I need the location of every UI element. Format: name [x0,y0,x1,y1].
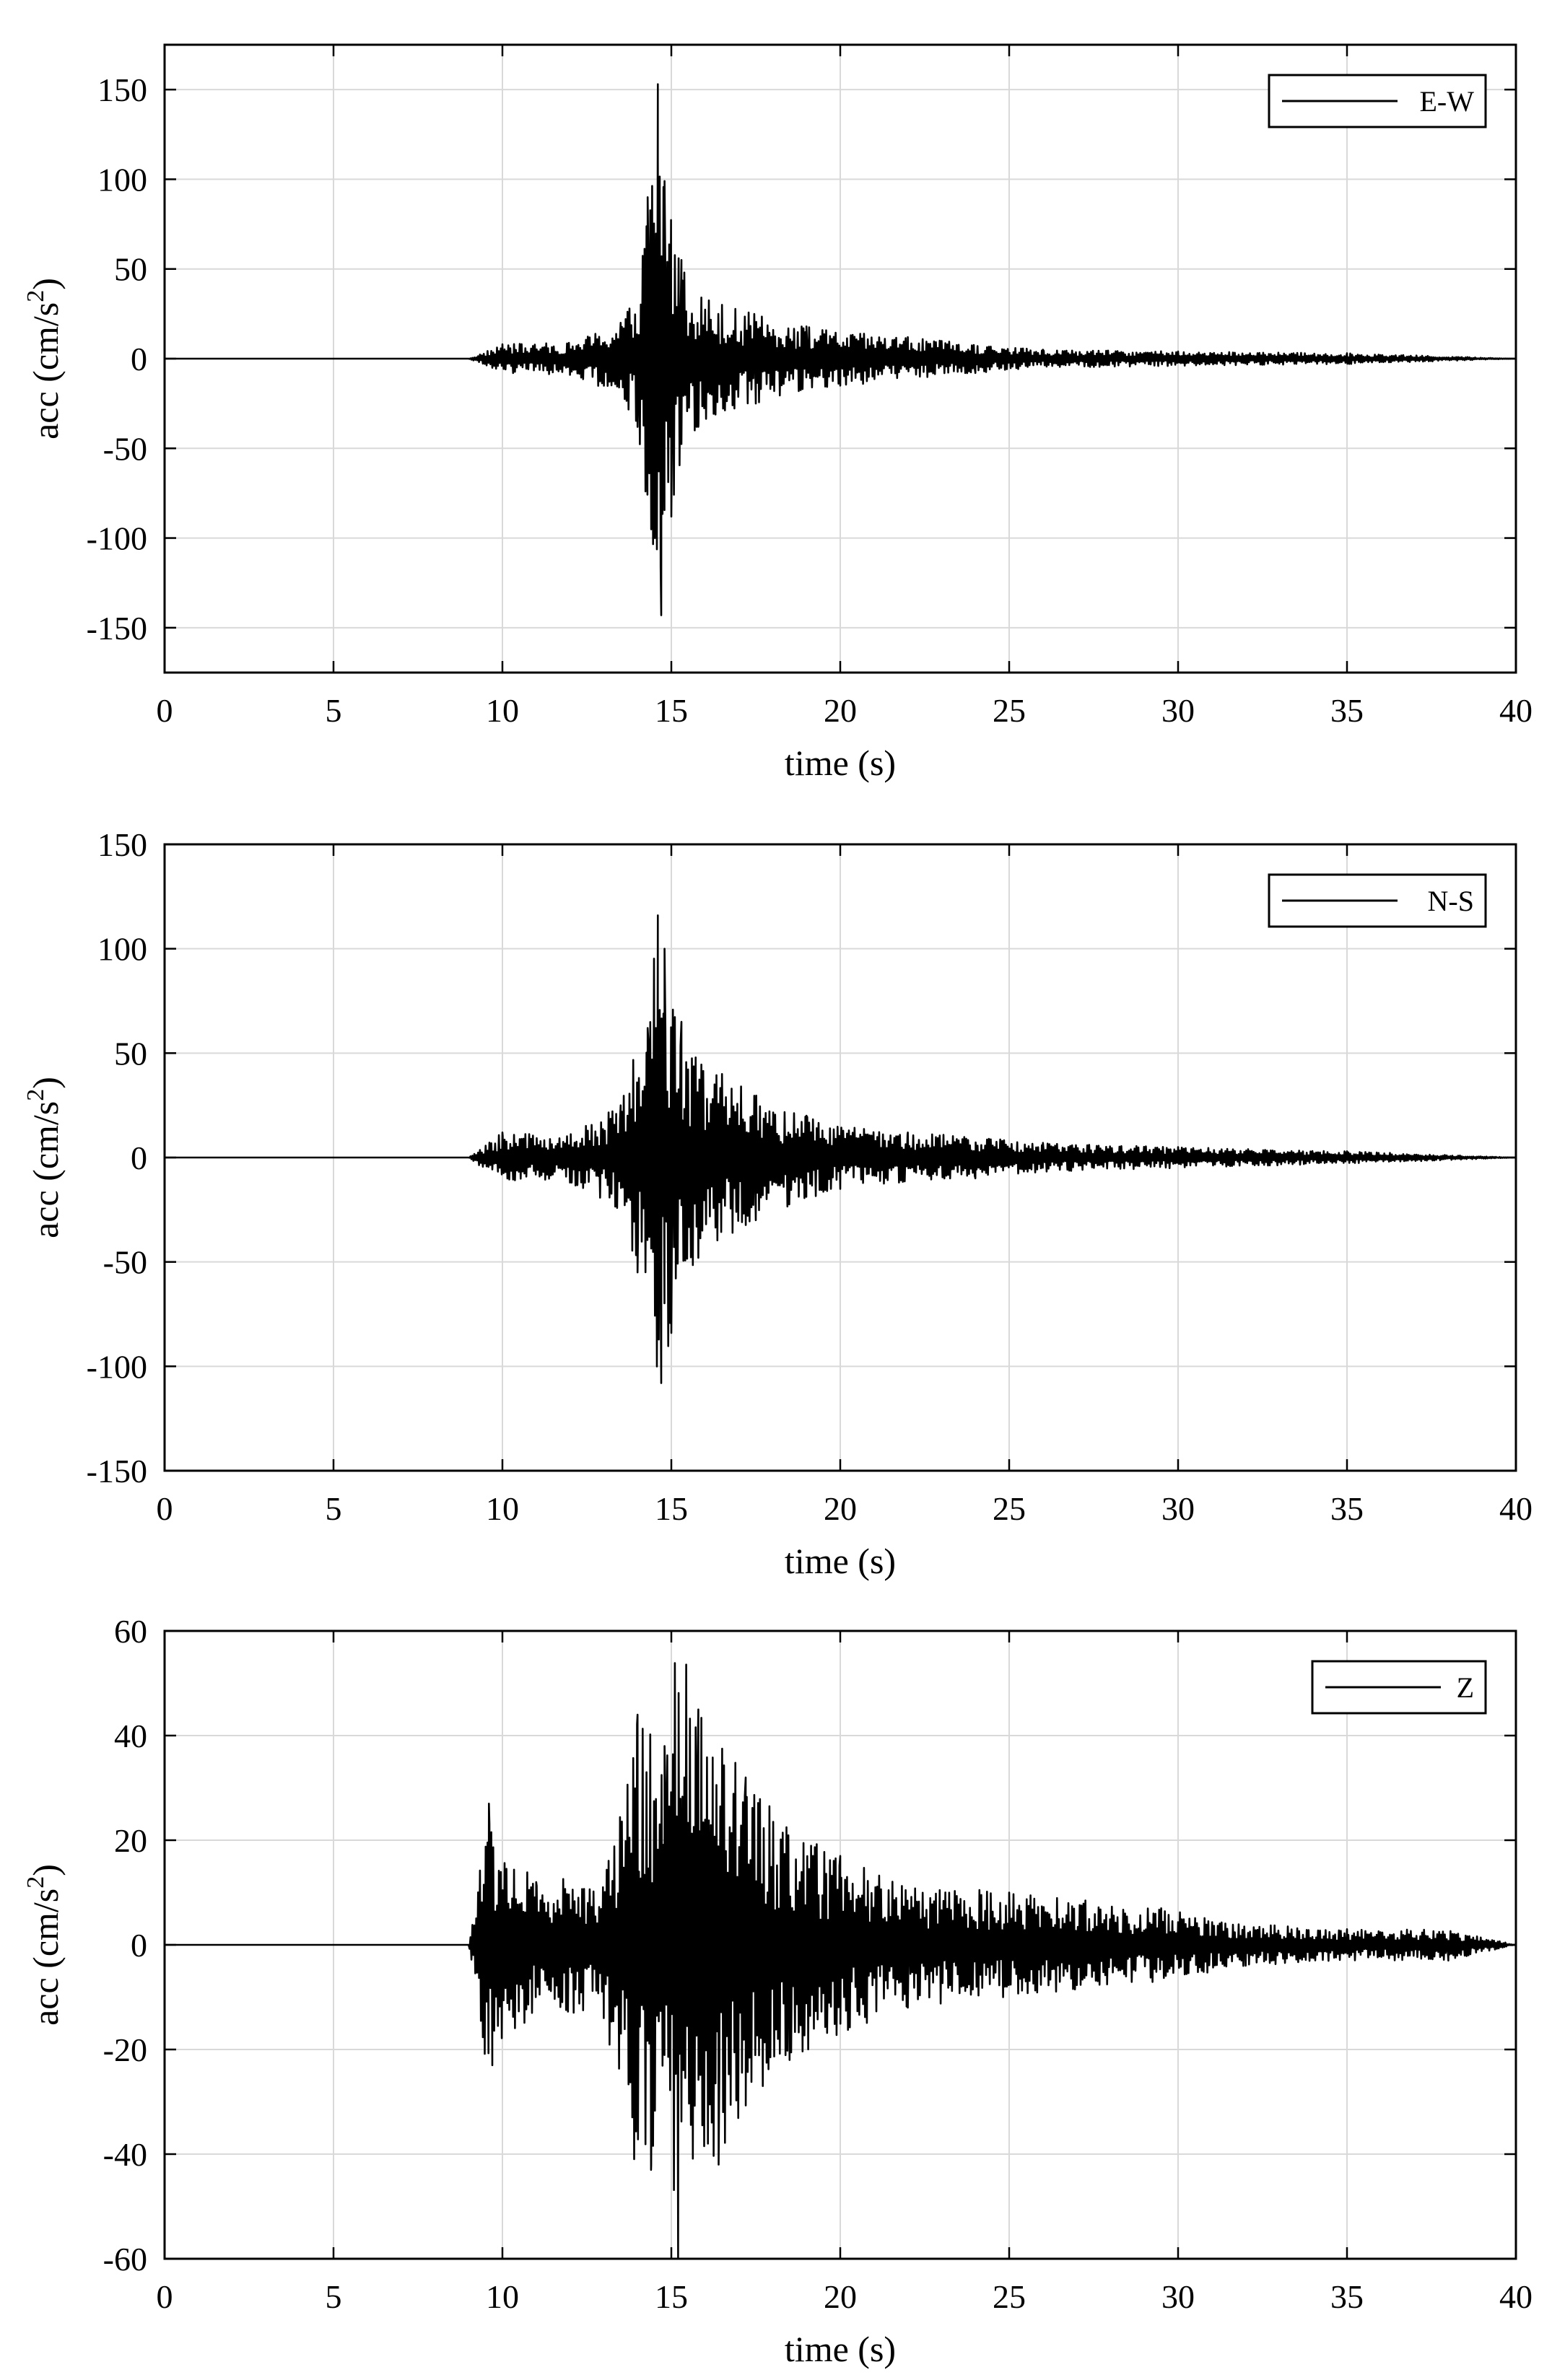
y-tick-label: -100 [87,520,147,557]
y-tick-label: -50 [103,430,147,467]
x-tick-label: 5 [326,692,342,729]
legend: E-W [1268,74,1487,128]
legend: Z [1311,1660,1487,1715]
x-tick-label: 30 [1161,692,1195,729]
y-axis-label-superscript: 2 [22,290,49,302]
x-tick-label: 0 [157,1490,173,1527]
y-axis-label: acc (cm/s2) [22,1077,66,1238]
x-tick-label: 40 [1499,1490,1533,1527]
y-tick-label: -100 [87,1348,147,1385]
y-tick-label: -40 [103,2136,147,2173]
x-tick-label: 35 [1330,692,1364,729]
x-tick-label: 15 [655,2278,688,2315]
y-tick-label: -150 [87,1453,147,1489]
x-tick-label: 30 [1161,2278,1195,2315]
series-line-n-s [165,914,1517,1384]
y-axis-label-tail: ) [25,278,66,290]
y-axis-label-main: acc (cm/s [25,302,66,439]
legend-label: N-S [1428,885,1474,917]
x-axis-label: time (s) [785,2329,896,2369]
x-tick-label: 15 [655,1490,688,1527]
x-tick-label: 10 [486,692,519,729]
series-line-z [165,1662,1517,2260]
y-tick-label: 50 [114,251,147,288]
series-line-e-w [165,83,1517,616]
legend: N-S [1268,873,1487,928]
x-tick-label: 30 [1161,1490,1195,1527]
chart-panels: 0 5 10 15 20 25 30 35 40-150-100-50050100150time… [22,43,1533,2369]
y-tick-label: 150 [97,71,147,108]
y-axis-label: acc (cm/s2) [22,1864,66,2026]
y-axis-label-tail: ) [25,1077,66,1089]
y-axis-label-tail: ) [25,1864,66,1876]
x-tick-label: 20 [824,1490,857,1527]
y-tick-label: 100 [97,161,147,198]
y-tick-label: 150 [97,826,147,863]
x-tick-label: 5 [326,2278,342,2315]
y-tick-label: 0 [131,341,147,377]
chart-panel-3: 0 5 10 15 20 25 30 35 40 -60 -40 -20 0 20 40 60 time (s)… [22,1613,1533,2369]
y-axis-label: acc (cm/s2) [22,278,66,439]
y-axis-label-main: acc (cm/s [25,1889,66,2026]
x-tick-label: 20 [824,2278,857,2315]
y-axis-label-superscript: 2 [22,1876,49,1889]
y-tick-label: 40 [114,1718,147,1754]
chart-panel-1: 0 5 10 15 20 25 30 35 40 -150 -100 -50 0 50 100 150 time… [22,43,1533,783]
y-tick-label: 20 [114,1822,147,1859]
x-tick-label: 15 [655,692,688,729]
y-tick-label: 50 [114,1035,147,1072]
y-tick-label: -50 [103,1244,147,1281]
x-tick-label: 10 [486,1490,519,1527]
legend-label: Z [1457,1671,1474,1704]
x-tick-label: 35 [1330,1490,1364,1527]
y-tick-label: 60 [114,1613,147,1650]
y-tick-label: 0 [131,1927,147,1964]
x-tick-label: 25 [993,2278,1026,2315]
y-tick-label: 100 [97,931,147,968]
x-axis-label: time (s) [785,743,896,783]
x-tick-label: 40 [1499,2278,1533,2315]
y-tick-label: 0 [131,1139,147,1176]
y-axis-label-main: acc (cm/s [25,1101,66,1238]
x-tick-label: 20 [824,692,857,729]
chart-panel-2: 0 5 10 15 20 25 30 35 40 -150 -100 -50 0 50 100 150 time… [22,826,1533,1581]
x-tick-label: 10 [486,2278,519,2315]
y-axis-label-superscript: 2 [22,1089,49,1101]
x-tick-label: 0 [157,692,173,729]
x-tick-label: 5 [326,1490,342,1527]
x-axis-label: time (s) [785,1541,896,1581]
x-tick-label: 25 [993,692,1026,729]
x-tick-label: 40 [1499,692,1533,729]
y-tick-label: -20 [103,2031,147,2068]
x-tick-label: 25 [993,1490,1026,1527]
y-tick-label: -150 [87,610,147,647]
legend-label: E-W [1419,85,1474,118]
y-tick-label: -60 [103,2241,147,2278]
x-tick-label: 0 [157,2278,173,2315]
x-tick-label: 35 [1330,2278,1364,2315]
